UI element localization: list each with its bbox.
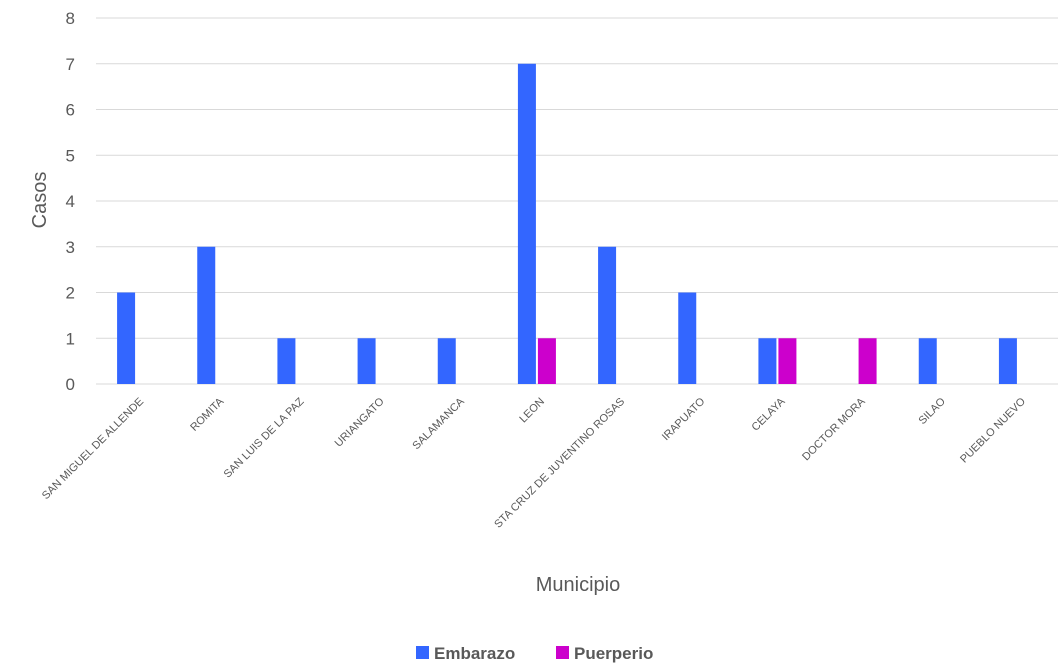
bar-embarazo <box>117 292 136 384</box>
x-tick-label: CELAYA <box>750 395 788 433</box>
bar-embarazo <box>357 338 376 384</box>
bar-embarazo <box>758 338 777 384</box>
x-tick-label: SILAO <box>916 395 948 427</box>
bar-puerperio <box>778 338 797 384</box>
y-tick-label: 0 <box>66 375 75 394</box>
x-tick-label: DOCTOR MORA <box>800 395 868 463</box>
x-tick-label: SALAMANCA <box>410 395 467 452</box>
legend-label-puerperio: Puerperio <box>574 644 653 663</box>
gridlines <box>96 17 1058 385</box>
legend-swatch-puerperio <box>556 646 569 659</box>
x-tick-label: SAN MIGUEL DE ALLENDE <box>40 396 146 502</box>
x-tick-label: PUEBLO NUEVO <box>958 395 1028 465</box>
bar-embarazo <box>197 246 216 384</box>
bar-embarazo <box>517 63 536 384</box>
y-tick-label: 1 <box>66 329 75 348</box>
legend: Embarazo Puerperio <box>416 644 653 663</box>
x-tick-label: SAN LUIS DE LA PAZ <box>222 395 307 480</box>
y-tick-label: 6 <box>66 101 75 120</box>
bar-embarazo <box>277 338 296 384</box>
bar-embarazo <box>678 292 697 384</box>
y-tick-label: 7 <box>66 55 75 74</box>
y-tick-label: 5 <box>66 146 75 165</box>
y-tick-label: 2 <box>66 284 75 303</box>
x-tick-label: ROMITA <box>188 395 227 434</box>
x-tick-label: LEON <box>517 396 547 426</box>
x-tick-label: STA CRUZ DE JUVENTINO ROSAS <box>492 396 627 531</box>
bar-puerperio <box>858 338 877 384</box>
bar-embarazo <box>437 338 456 384</box>
y-axis-ticks: 0 1 2 3 4 5 6 7 8 <box>66 9 75 394</box>
x-tick-label: URIANGATO <box>333 395 387 449</box>
bar-embarazo <box>918 338 937 384</box>
x-axis-title: Municipio <box>536 574 620 596</box>
y-axis-title: Casos <box>29 172 51 229</box>
bar-puerperio <box>537 338 556 384</box>
y-tick-label: 8 <box>66 9 75 28</box>
bars <box>117 63 1017 384</box>
legend-label-embarazo: Embarazo <box>434 644 515 663</box>
x-tick-label: IRAPUATO <box>660 395 708 443</box>
bar-embarazo <box>598 246 617 384</box>
legend-swatch-embarazo <box>416 646 429 659</box>
y-tick-label: 4 <box>66 192 75 211</box>
y-tick-label: 3 <box>66 238 75 257</box>
bar-embarazo <box>998 338 1017 384</box>
